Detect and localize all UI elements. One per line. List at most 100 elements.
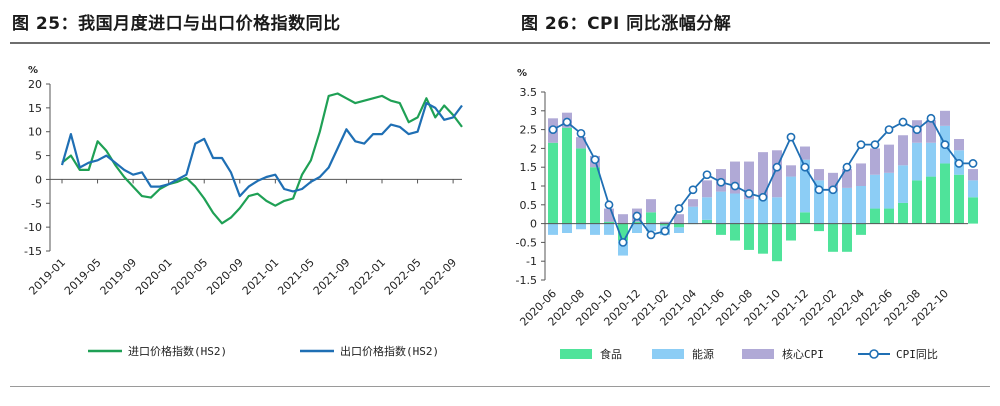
energy-bar [926, 142, 936, 177]
cpi-yoy-point [674, 204, 684, 213]
food-bar [618, 223, 628, 241]
left-chart-title: 图 25：我国月度进口与出口价格指数同比 [12, 14, 341, 34]
food-bar [828, 223, 838, 252]
energy-bar [800, 159, 810, 213]
energy-bar [744, 199, 754, 224]
core-cpi-bar [870, 148, 880, 175]
cpi-yoy-point [702, 170, 712, 180]
core-cpi-bar [744, 161, 754, 200]
core-cpi-bar [856, 163, 866, 186]
food-bar [632, 221, 642, 224]
food-bar [758, 223, 768, 254]
food-bar [772, 223, 782, 262]
bottom-rule [10, 386, 990, 387]
core-cpi-bar [660, 221, 670, 224]
core-cpi-bar [702, 180, 712, 198]
core-cpi-bar [800, 146, 810, 160]
cpi-yoy-point [786, 132, 796, 142]
core-cpi-bar [814, 169, 824, 181]
energy-bar [562, 223, 572, 233]
cpi-yoy-point [562, 117, 572, 127]
right-y-tick-label: 3 [530, 105, 537, 118]
cpi-yoy-point [688, 185, 698, 195]
right-y-tick-label: -1.5 [516, 274, 537, 287]
right-y-tick-label: -1 [526, 255, 537, 268]
core-cpi-bar [884, 144, 894, 173]
food-bar [870, 208, 880, 224]
cpi-yoy-point [912, 125, 922, 135]
food-bar [842, 223, 852, 252]
cpi-yoy-point [842, 162, 852, 172]
cpi-yoy-point [604, 200, 614, 210]
cpi-yoy-point [772, 162, 782, 172]
legend-energy-label: 能源 [692, 347, 714, 361]
food-bar [968, 197, 978, 224]
core-cpi-bar [688, 199, 698, 207]
core-cpi-bar [968, 169, 978, 181]
food-bar [716, 223, 726, 235]
cpi-yoy-point [870, 140, 880, 150]
food-bar [800, 212, 810, 224]
legend-export-label: 出口价格指数(HS2) [340, 344, 439, 358]
energy-bar [856, 186, 866, 224]
top-rule [10, 42, 990, 44]
left-y-tick-label: 15 [28, 102, 42, 115]
right-y-tick-label: 0 [530, 218, 537, 231]
energy-bar [618, 240, 628, 256]
energy-bar [968, 180, 978, 198]
food-bar [786, 223, 796, 241]
legend-energy-swatch [652, 349, 684, 359]
core-cpi-bar [786, 165, 796, 177]
cpi-yoy-point [730, 181, 740, 191]
energy-bar [632, 223, 642, 233]
cpi-yoy-point [590, 155, 600, 165]
core-cpi-bar [828, 172, 838, 192]
food-bar [730, 223, 740, 241]
food-bar [548, 142, 558, 224]
energy-bar [842, 187, 852, 224]
cpi-yoy-point [632, 211, 642, 221]
right-y-tick-label: 1 [530, 180, 537, 193]
cpi-yoy-point [646, 230, 656, 240]
cpi-yoy-point [898, 117, 908, 127]
core-cpi-bar [674, 214, 684, 224]
cpi-yoy-point [576, 128, 586, 138]
energy-bar [912, 142, 922, 181]
legend-cpi-yoy-label: CPI同比 [896, 348, 938, 361]
right-y-tick-label: 2 [530, 142, 537, 155]
core-cpi-bar [898, 135, 908, 166]
left-y-tick-label: 20 [28, 78, 42, 91]
food-bar [912, 180, 922, 224]
left-y-tick-label: 5 [35, 150, 42, 163]
core-cpi-bar [576, 137, 586, 149]
legend-food-swatch [560, 349, 592, 359]
right-y-tick-label: 0.5 [520, 199, 538, 212]
food-bar [814, 223, 824, 232]
left-y-tick-label: -10 [24, 221, 42, 234]
energy-bar [604, 223, 614, 235]
food-bar [646, 212, 656, 224]
food-bar [562, 127, 572, 224]
food-bar [940, 163, 950, 224]
energy-bar [716, 191, 726, 224]
food-bar [884, 208, 894, 224]
legend-import-label: 进口价格指数(HS2) [128, 344, 227, 358]
legend-core-cpi-swatch [742, 349, 774, 359]
cpi-yoy-point [744, 189, 754, 198]
legend-food-label: 食品 [600, 347, 622, 361]
energy-bar [898, 165, 908, 203]
core-cpi-bar [842, 169, 852, 188]
energy-bar [786, 176, 796, 224]
left-y-tick-label: -5 [31, 197, 42, 210]
core-cpi-bar [940, 110, 950, 126]
food-bar [926, 176, 936, 224]
energy-bar [548, 223, 558, 235]
energy-bar [590, 223, 600, 235]
import-export-price-chart: %20151050-5-10-152019-012019-052019-0920… [24, 65, 463, 358]
energy-bar [870, 174, 880, 209]
energy-bar [646, 223, 656, 232]
cpi-yoy-point [716, 177, 726, 187]
food-bar [674, 223, 684, 228]
cpi-yoy-point [814, 185, 824, 195]
food-bar [744, 223, 754, 250]
